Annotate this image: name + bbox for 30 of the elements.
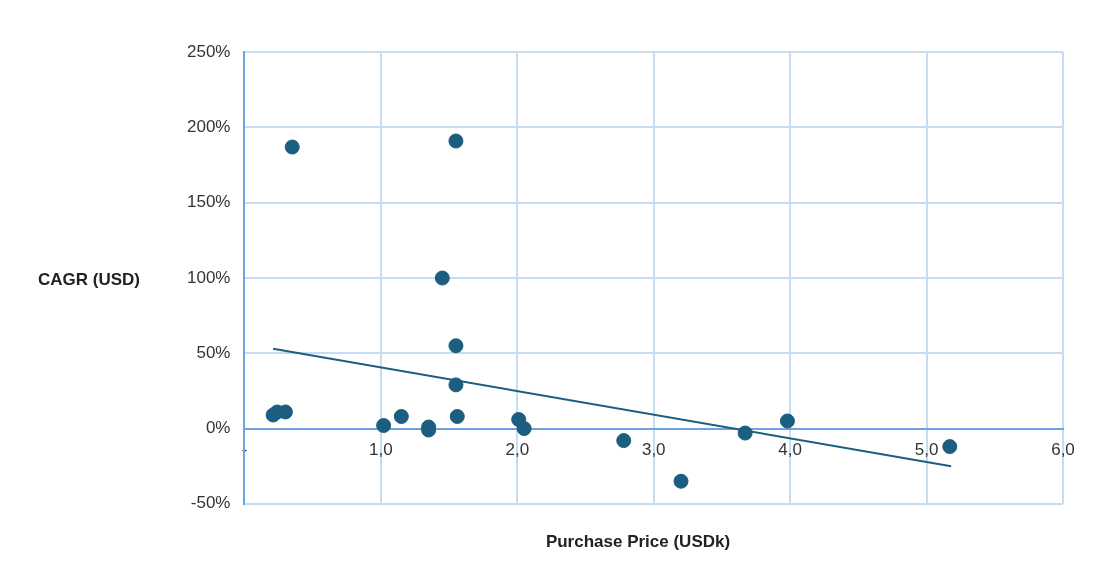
x-tick-label: 2,0 bbox=[505, 440, 530, 460]
y-tick-label: 150% bbox=[187, 192, 231, 212]
point bbox=[393, 408, 409, 424]
point bbox=[616, 433, 632, 449]
x-tick-label: 3,0 bbox=[641, 440, 666, 460]
point bbox=[448, 377, 464, 393]
point bbox=[449, 408, 465, 424]
point bbox=[434, 270, 450, 286]
point bbox=[942, 439, 958, 455]
y-tick-label: 100% bbox=[187, 267, 231, 287]
point bbox=[673, 473, 689, 489]
point bbox=[376, 418, 392, 434]
y-tick-label: -50% bbox=[190, 493, 231, 513]
y-tick-label: 50% bbox=[196, 342, 231, 362]
x-tick-label: 1,0 bbox=[369, 440, 393, 460]
x-tick-label: 5,0 bbox=[914, 440, 939, 460]
point bbox=[284, 139, 300, 155]
x-axis-title: Purchase Price (USDk) bbox=[544, 532, 732, 552]
y-tick-label: 250% bbox=[187, 41, 231, 61]
point bbox=[448, 338, 464, 354]
y-tick-label: 200% bbox=[187, 117, 231, 137]
x-tick-label: - bbox=[241, 440, 248, 460]
y-axis-title: CAGR (USD) bbox=[38, 270, 140, 290]
point bbox=[516, 421, 532, 437]
y-tick-label: 0% bbox=[205, 418, 231, 438]
point bbox=[779, 413, 795, 429]
x-tick-label: 4,0 bbox=[778, 440, 802, 460]
x-tick-label: 6,0 bbox=[1051, 440, 1075, 460]
point bbox=[448, 133, 464, 149]
point bbox=[737, 425, 753, 441]
